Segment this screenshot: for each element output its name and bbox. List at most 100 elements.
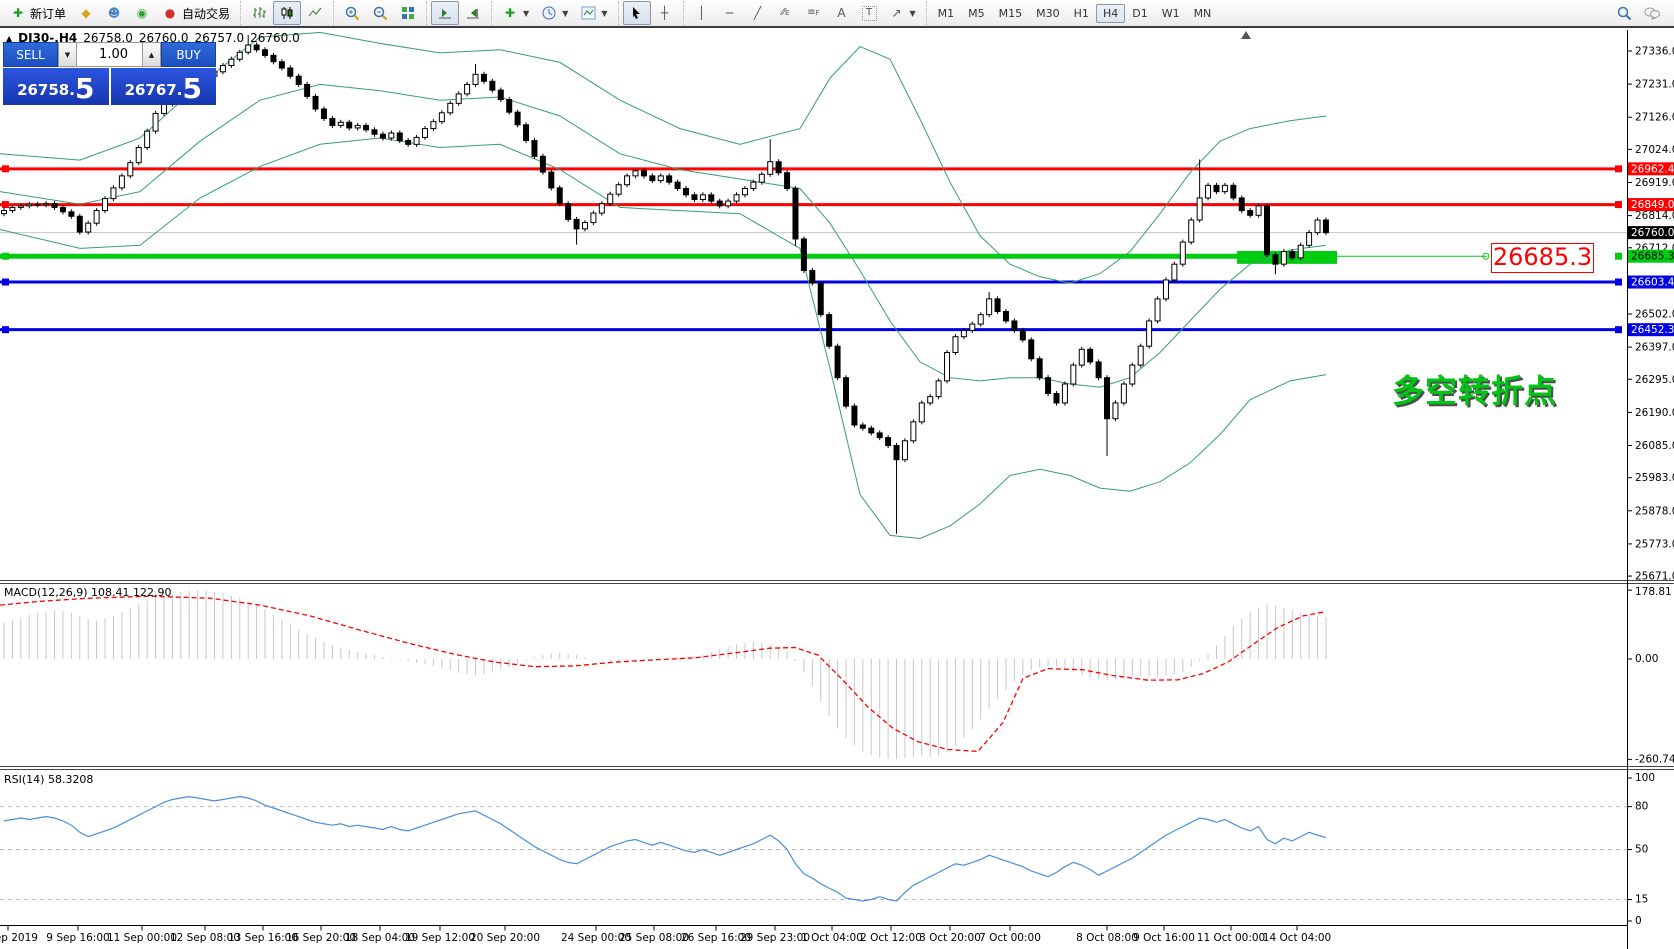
rsi-tick-label: 0 [1635,915,1642,927]
line-handle-icon[interactable] [1615,326,1622,334]
signal-button[interactable]: ◉ [128,1,156,25]
tile-windows-button[interactable] [394,1,422,25]
line-handle-icon[interactable] [1615,201,1622,209]
timeframe-button-m30[interactable]: M30 [1036,6,1060,20]
chart-autoscroll-button[interactable] [431,1,460,25]
chart-canvas[interactable]: MACD(12,26,9) 108.41 122.90 RSI(14) 58.32… [0,28,1674,949]
chat-button[interactable] [1638,1,1666,25]
price-level-label: 26962.4 [1631,163,1674,175]
candle-body [51,203,58,208]
template-button[interactable]: ▼ [574,1,613,25]
time-tick-label: 9 Sep 16:00 [46,932,109,944]
channel-tool-button[interactable]: ⁄⁄ E [772,1,800,25]
volume-decrease-button[interactable]: ▼ [58,42,77,67]
line-handle-icon[interactable] [2,252,9,260]
candle-body [607,193,614,205]
candle-body [1213,184,1220,193]
timeframe-button-m5[interactable]: M5 [968,6,985,20]
arrows-icon: ↗ [891,6,902,20]
crosshair-tool-button[interactable]: ┼ [651,1,679,25]
line-handle-icon[interactable] [2,278,9,286]
trendline-tool-button[interactable]: ╱ [744,1,772,25]
volume-input[interactable]: 1.00 [77,42,142,67]
candle-body [800,238,807,271]
buy-button[interactable]: BUY [161,42,216,67]
timeframe-button-d1[interactable]: D1 [1132,6,1148,20]
candlestick-chart-button[interactable] [273,1,302,25]
timeframe-button-w1[interactable]: W1 [1161,6,1180,20]
auto-trading-button[interactable]: ● 自动交易 [156,1,236,25]
volume-increase-button[interactable]: ▲ [142,42,161,67]
vertical-line-tool-button[interactable]: │ [688,1,716,25]
profile-button[interactable]: ☻ [100,1,128,25]
timeframe-button-h4[interactable]: H4 [1095,3,1126,23]
candle-body [152,112,159,132]
chart-window[interactable]: MACD(12,26,9) 108.41 122.90 RSI(14) 58.32… [0,28,1674,949]
line-handle-icon[interactable] [2,326,9,334]
cursor-tool-button[interactable] [622,1,651,25]
candle-body [422,128,428,138]
candle-body [1061,383,1068,404]
search-button[interactable] [1610,1,1638,25]
price-panel[interactable] [0,31,1627,334]
arrows-tool-button[interactable]: ↗ ▼ [883,1,922,25]
chart-shift-button[interactable] [459,1,487,25]
price-callout-label[interactable]: 26685.3 [1491,243,1594,273]
candle-body [245,44,252,53]
new-chart-button[interactable]: ✚ ▼ [496,1,535,25]
sell-button[interactable]: SELL [3,42,58,67]
bar-chart-button[interactable] [245,1,273,25]
candle-body [1314,219,1321,234]
candle-body [1322,219,1329,234]
buy-price-display[interactable]: 26767. 5 [110,68,216,105]
new-order-button[interactable]: ✚ 新订单 [4,1,72,25]
sell-price-display[interactable]: 26758. 5 [3,68,109,105]
text-label-tool-button[interactable]: T [856,1,883,25]
candle-body [531,140,538,157]
macd-label: MACD(12,26,9) 108.41 122.90 [4,586,172,599]
text-tool-button[interactable]: A [828,1,856,25]
time-tick-label: 12 Sep 08:00 [170,932,240,944]
candle-body [363,124,370,131]
line-handle-icon[interactable] [2,165,9,173]
highlight-zone[interactable] [1237,250,1337,264]
time-tick-label: 9 Oct 16:00 [1133,932,1195,944]
candle-body [1104,377,1111,420]
line-handle-icon[interactable] [1615,165,1622,173]
candle-body [868,427,875,434]
candle-body [1221,184,1228,193]
macd-panel[interactable]: MACD(12,26,9) 108.41 122.90 [0,586,1327,760]
text-label-icon: T [861,5,877,21]
candle-body [573,218,580,230]
candle-body [859,424,866,429]
candle-body [304,83,311,97]
vertical-line-icon: │ [697,6,706,20]
candle-body [430,121,437,130]
line-handle-icon[interactable] [2,201,9,209]
rsi-panel[interactable]: RSI(14) 58.3208 [0,773,1627,902]
candlestick-chart-icon [279,5,295,21]
candle-body [775,161,782,174]
line-chart-button[interactable] [301,1,329,25]
price-level-label: 26760.0 [1631,227,1674,239]
timeframe-button-m15[interactable]: M15 [998,6,1023,20]
timeframe-button-m1[interactable]: M1 [937,6,955,20]
candle-body [102,198,109,212]
price-axis[interactable]: 27336.0 27231.0 27126.0 27024.0 26919.0 26814… [1627,46,1674,583]
timeframe-button-mn[interactable]: MN [1193,6,1212,20]
line-handle-icon[interactable] [1615,252,1622,260]
horizontal-line-tool-button[interactable]: ─ [716,1,744,25]
fibonacci-tool-button[interactable]: ≡ F [800,1,828,25]
shift-marker-icon[interactable] [1241,31,1251,39]
zoom-in-button[interactable] [338,1,366,25]
collapse-panel-icon[interactable]: ▲ [6,34,13,43]
period-button[interactable]: ▼ [535,1,574,25]
candle-body [784,172,791,189]
auto-trading-icon: ● [164,6,176,20]
eraser-button[interactable]: ◆ [72,1,100,25]
timeframe-button-h1[interactable]: H1 [1073,6,1089,20]
line-handle-icon[interactable] [1615,278,1622,286]
pivot-annotation-text[interactable]: 多空转折点 [1392,372,1558,410]
zoom-out-button[interactable] [366,1,394,25]
